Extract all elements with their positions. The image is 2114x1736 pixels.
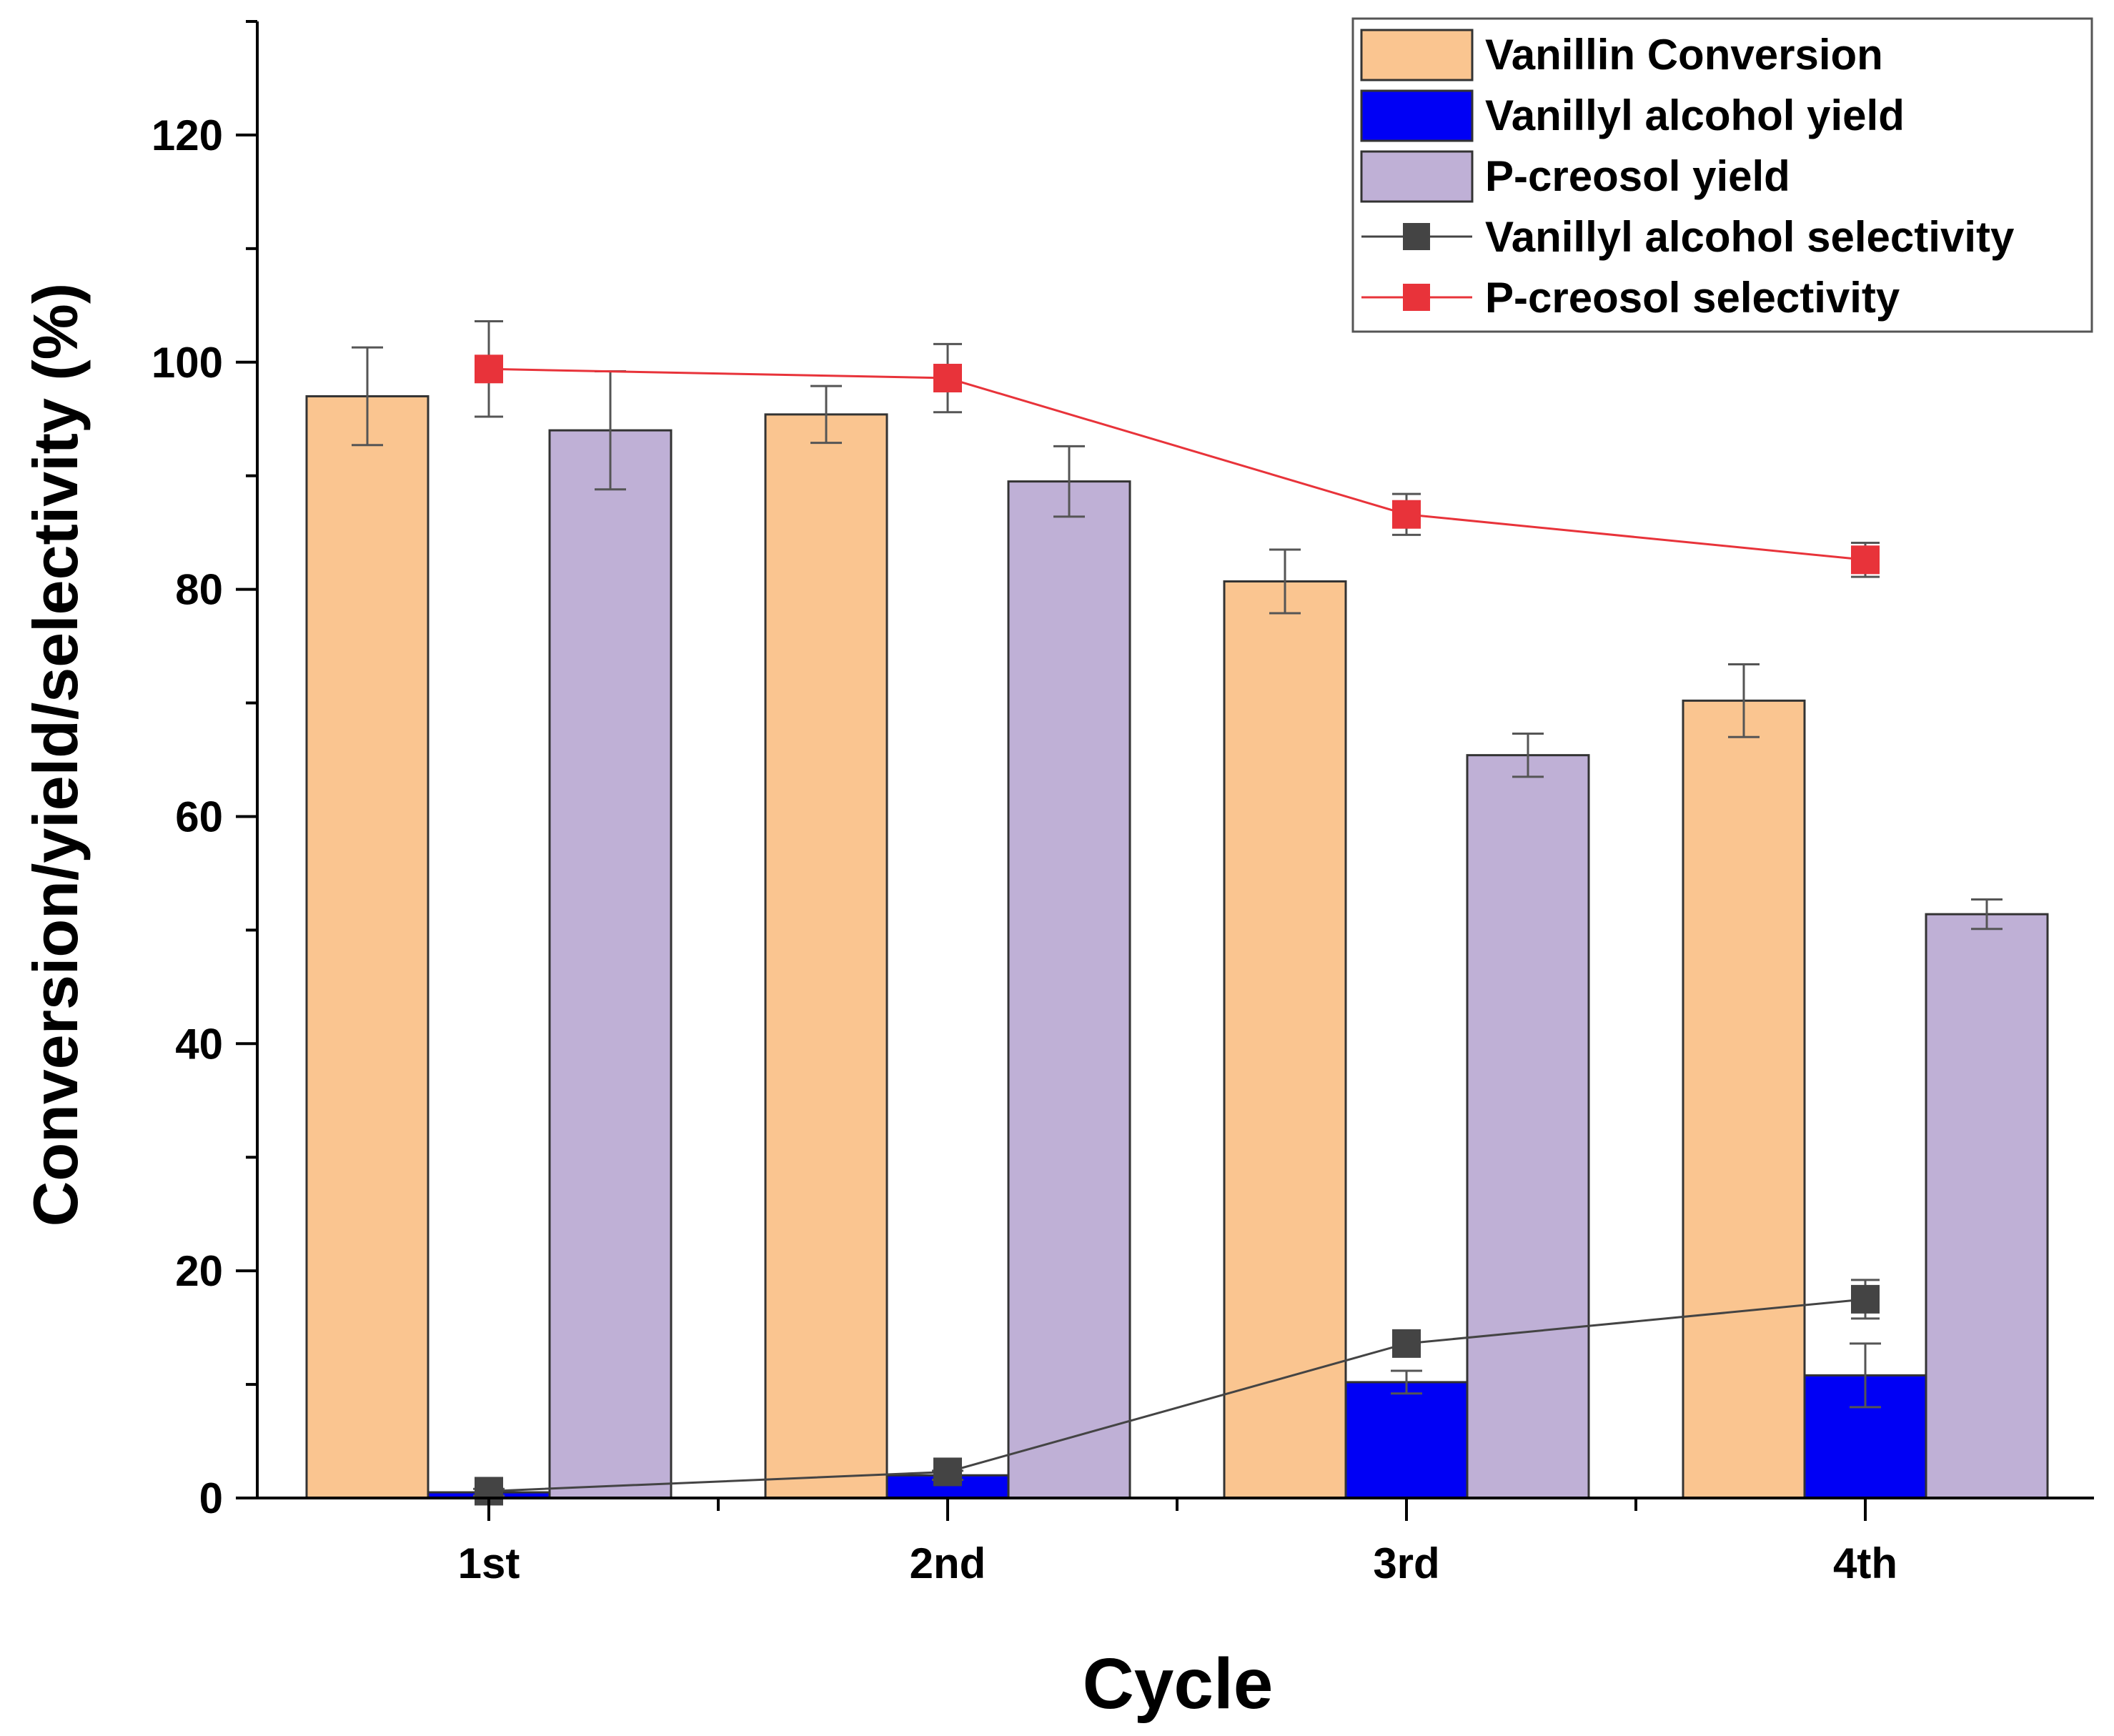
y-axis-title: Conversion/yield/selectivity (%): [20, 283, 91, 1226]
legend-marker-vanillyl-alcohol-selectivity: [1403, 223, 1430, 250]
error-bar-vanillin-conversion-1st: [352, 346, 383, 447]
bar-p-creosol-yield-3rd: [1466, 754, 1590, 1499]
legend-swatch-vanillin-conversion: [1360, 29, 1474, 81]
error-bar-vanillin-conversion-4th: [1728, 663, 1760, 738]
bar-p-creosol-yield-2nd: [1007, 480, 1131, 1499]
marker-vanillyl-alcohol-selectivity-4th: [1851, 1284, 1880, 1314]
y-tick-label-120: 120: [152, 111, 223, 159]
y-tick-label-100: 100: [152, 339, 223, 387]
bar-p-creosol-yield-1st: [548, 429, 673, 1499]
legend-swatch-p-creosol-yield: [1360, 150, 1474, 203]
legend-label-p-creosol-selectivity: P-creosol selectivity: [1485, 274, 1900, 322]
error-bar-p-creosol-yield-4th: [1971, 898, 2003, 931]
error-bar-vanillyl-alcohol-yield-3rd: [1391, 1369, 1422, 1395]
line-vanillyl-alcohol-selectivity: [488, 1298, 1866, 1492]
x-tick-label-3rd: 3rd: [1373, 1539, 1439, 1587]
error-bar-vanillin-conversion-3rd: [1269, 548, 1301, 615]
y-tick-label-40: 40: [175, 1020, 223, 1068]
line-p-creosol-selectivity: [488, 367, 1866, 561]
marker-p-creosol-selectivity-1st: [475, 354, 503, 384]
legend-label-vanillyl-alcohol-yield: Vanillyl alcohol yield: [1485, 91, 1905, 139]
marker-vanillyl-alcohol-selectivity-2nd: [933, 1457, 962, 1487]
x-axis-title: Cycle: [1083, 1644, 1274, 1724]
marker-p-creosol-selectivity-3rd: [1392, 500, 1421, 529]
y-tick-label-80: 80: [175, 566, 223, 614]
legend-label-vanillyl-alcohol-selectivity: Vanillyl alcohol selectivity: [1485, 213, 2015, 261]
y-tick-label-0: 0: [199, 1474, 223, 1522]
legend-label-vanillin-conversion: Vanillin Conversion: [1485, 31, 1883, 79]
x-tick-label-4th: 4th: [1833, 1539, 1897, 1587]
bars-layer: [305, 346, 2049, 1499]
y-tick-label-20: 20: [175, 1247, 223, 1295]
axes-layer: 0 20 40 60 80 100 120 1st 2nd 3rd 4th: [152, 20, 2094, 1587]
marker-p-creosol-selectivity-4th: [1851, 545, 1880, 575]
x-tick-label-2nd: 2nd: [910, 1539, 986, 1587]
error-bar-vanillyl-alcohol-yield-4th: [1850, 1342, 1881, 1409]
legend-marker-p-creosol-selectivity: [1403, 284, 1430, 311]
bar-vanillin-conversion-1st: [305, 395, 430, 1499]
marker-vanillyl-alcohol-selectivity-3rd: [1392, 1329, 1421, 1358]
error-bar-vanillin-conversion-2nd: [810, 385, 842, 445]
legend-label-p-creosol-yield: P-creosol yield: [1485, 152, 1790, 200]
bar-vanillin-conversion-2nd: [764, 413, 888, 1499]
legend: Vanillin Conversion Vanillyl alcohol yiel…: [1351, 17, 2093, 333]
y-tick-label-60: 60: [175, 793, 223, 840]
legend-box: [1351, 17, 2093, 333]
bar-vanillin-conversion-3rd: [1223, 580, 1347, 1499]
marker-p-creosol-selectivity-2nd: [933, 364, 962, 393]
x-tick-label-1st: 1st: [458, 1539, 520, 1587]
bar-vanillin-conversion-4th: [1682, 699, 1806, 1499]
legend-swatch-vanillyl-alcohol-yield: [1360, 89, 1474, 142]
bar-vanillyl-alcohol-yield-3rd: [1344, 1381, 1469, 1499]
error-bar-p-creosol-yield-2nd: [1053, 445, 1085, 518]
bar-p-creosol-yield-4th: [1925, 913, 2049, 1499]
error-bar-p-creosol-yield-3rd: [1512, 732, 1544, 778]
